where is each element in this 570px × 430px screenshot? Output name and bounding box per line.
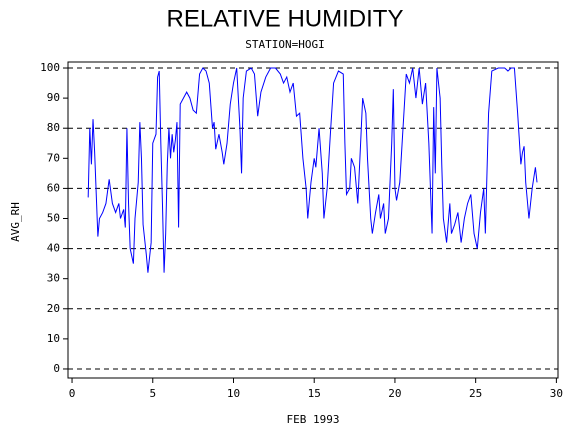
y-tick-label: 70 [47,151,60,164]
y-tick-label: 10 [47,332,60,345]
y-axis-label: AVG_RH [9,202,22,242]
y-tick-label: 40 [47,242,60,255]
x-tick-label: 5 [149,387,156,400]
x-tick-label: 15 [308,387,321,400]
chart-title: RELATIVE HUMIDITY [167,5,404,32]
y-tick-label: 20 [47,302,60,315]
y-tick-label: 60 [47,181,60,194]
y-tick-label: 80 [47,121,60,134]
data-line [87,67,538,273]
y-tick-label: 90 [47,91,60,104]
chart-subtitle: STATION=HOGI [245,38,324,51]
x-tick-label: 0 [69,387,76,400]
x-axis-label: FEB 1993 [287,413,340,426]
y-tick-label: 30 [47,272,60,285]
x-tick-label: 10 [227,387,240,400]
y-tick-label: 50 [47,211,60,224]
y-tick-label: 0 [53,362,60,375]
x-tick-label: 25 [469,387,482,400]
x-tick-label: 20 [388,387,401,400]
y-tick-label: 100 [40,61,60,74]
x-tick-label: 30 [550,387,563,400]
plot-frame [67,61,559,379]
